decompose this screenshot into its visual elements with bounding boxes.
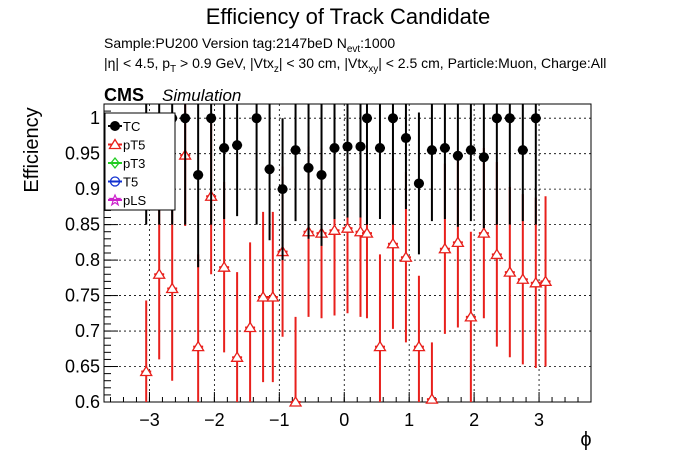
legend-label-T5: T5 bbox=[123, 175, 138, 190]
data-series bbox=[139, 104, 553, 407]
data-point-pT5 bbox=[490, 248, 504, 260]
data-point-pT5 bbox=[266, 290, 280, 302]
data-point-pT5 bbox=[438, 242, 452, 254]
legend: TC pT5 pT3 T5 pLS bbox=[104, 112, 176, 211]
y-tick-label: 0.85 bbox=[65, 215, 100, 235]
data-point-TC bbox=[491, 113, 502, 124]
data-point-TC bbox=[413, 178, 424, 189]
y-tick-label: 0.95 bbox=[65, 144, 100, 164]
legend-entry-pT3: pT3 bbox=[108, 156, 145, 171]
x-tick-label: −2 bbox=[204, 410, 225, 430]
legend-marker-pLS bbox=[108, 193, 122, 207]
chart-title: Efficiency of Track Candidate bbox=[206, 4, 491, 29]
legend-entry-T5: T5 bbox=[108, 175, 138, 190]
data-point-pT5 bbox=[256, 290, 270, 302]
cms-label: CMS bbox=[104, 85, 144, 105]
info-line-1: Sample:PU200 Version tag:2147beD Nevt:10… bbox=[104, 35, 395, 55]
data-point-TC bbox=[251, 113, 262, 124]
data-point-TC bbox=[232, 140, 243, 151]
data-point-pT5 bbox=[412, 340, 426, 352]
data-point-pT5 bbox=[538, 275, 553, 287]
legend-label-TC: TC bbox=[123, 119, 140, 134]
data-point-pT5 bbox=[288, 395, 303, 407]
data-point-pT5 bbox=[373, 340, 387, 352]
data-point-TC bbox=[206, 113, 217, 124]
data-point-pT5 bbox=[464, 310, 478, 322]
data-point-TC bbox=[193, 169, 204, 180]
data-point-TC bbox=[400, 133, 411, 144]
data-point-TC bbox=[264, 164, 275, 175]
y-axis-label: Efficiency bbox=[21, 107, 43, 192]
y-tick-label: 0.65 bbox=[65, 357, 100, 377]
x-axis-label: ϕ bbox=[580, 429, 591, 451]
data-point-TC bbox=[517, 145, 528, 156]
y-tick-label: 0.7 bbox=[75, 321, 100, 341]
data-point-pT5 bbox=[230, 351, 244, 362]
data-point-pT5 bbox=[165, 282, 179, 294]
x-tick-label: −1 bbox=[269, 410, 290, 430]
legend-marker-T5 bbox=[109, 176, 121, 187]
data-point-pT5 bbox=[360, 226, 374, 238]
data-point-TC bbox=[465, 145, 476, 156]
x-tick-label: 1 bbox=[404, 410, 414, 430]
data-point-pT5 bbox=[516, 273, 530, 284]
data-point-TC bbox=[355, 141, 366, 152]
data-point-TC bbox=[452, 150, 463, 161]
data-point-pT5 bbox=[529, 276, 543, 288]
x-tick-label: 2 bbox=[469, 410, 479, 430]
data-point-pT5 bbox=[217, 260, 231, 272]
data-point-pT5 bbox=[139, 365, 153, 377]
legend-label-pT3: pT3 bbox=[123, 156, 145, 171]
x-tick-label: 0 bbox=[339, 410, 349, 430]
axis-ticks: −3 −2 −1 0 1 2 3 0.6 0.65 0.7 0.75 0.8 0.85 0.9 0.95 1 bbox=[65, 103, 579, 430]
data-point-pT5 bbox=[503, 265, 517, 277]
data-point-TC bbox=[180, 113, 191, 124]
data-point-TC bbox=[277, 184, 288, 195]
series-TC bbox=[141, 104, 541, 268]
legend-marker-TC bbox=[110, 121, 120, 131]
y-tick-label: 0.8 bbox=[75, 250, 100, 270]
data-point-TC bbox=[374, 142, 385, 153]
data-point-TC bbox=[504, 113, 515, 124]
data-point-pT5 bbox=[327, 224, 342, 235]
data-point-pT5 bbox=[477, 226, 491, 238]
info-line-2: |η| < 4.5, pT > 0.9 GeV, |Vtxz| < 30 cm,… bbox=[104, 55, 606, 75]
y-tick-label: 0.9 bbox=[75, 179, 100, 199]
legend-label-pT5: pT5 bbox=[123, 138, 145, 153]
data-point-TC bbox=[426, 145, 437, 156]
legend-marker-pT3 bbox=[110, 156, 120, 170]
legend-entry-TC: TC bbox=[108, 119, 140, 134]
data-point-pT5 bbox=[451, 236, 465, 248]
legend-marker-pT5 bbox=[108, 138, 122, 150]
data-point-pT5 bbox=[243, 321, 257, 333]
legend-label-pLS: pLS bbox=[123, 193, 146, 208]
data-point-TC bbox=[316, 169, 327, 180]
data-point-TC bbox=[219, 142, 230, 153]
data-point-TC bbox=[329, 142, 340, 153]
data-point-TC bbox=[290, 145, 301, 156]
data-point-TC bbox=[439, 142, 450, 153]
x-tick-label: −3 bbox=[139, 410, 160, 430]
y-tick-label: 0.6 bbox=[75, 392, 100, 412]
data-point-TC bbox=[342, 141, 353, 152]
legend-entry-pLS: pLS bbox=[108, 193, 146, 208]
data-point-TC bbox=[361, 113, 372, 124]
data-point-pT5 bbox=[425, 392, 439, 404]
data-point-TC bbox=[303, 162, 314, 173]
y-tick-label: 0.75 bbox=[65, 286, 100, 306]
data-point-pT5 bbox=[340, 221, 355, 233]
y-tick-label: 1 bbox=[90, 108, 100, 128]
data-point-pT5 bbox=[386, 237, 400, 249]
data-point-TC bbox=[387, 113, 398, 124]
x-tick-label: 3 bbox=[534, 410, 544, 430]
legend-entry-pT5: pT5 bbox=[108, 138, 145, 153]
data-point-pT5 bbox=[191, 340, 205, 352]
data-point-TC bbox=[530, 113, 541, 124]
data-point-TC bbox=[478, 152, 489, 163]
data-point-pT5 bbox=[399, 251, 413, 262]
data-point-pT5 bbox=[152, 268, 166, 279]
simulation-label: Simulation bbox=[162, 86, 241, 105]
